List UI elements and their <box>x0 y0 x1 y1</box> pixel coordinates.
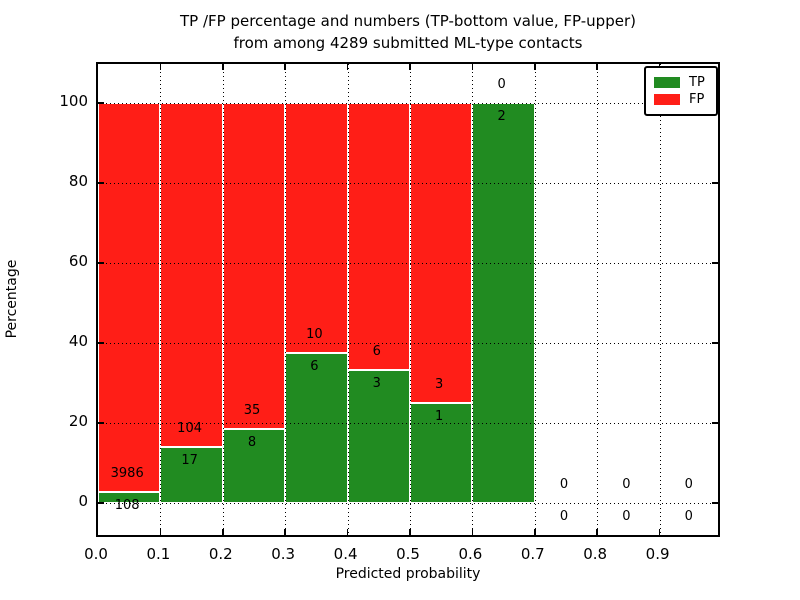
v-gridline <box>659 64 661 539</box>
v-gridline <box>347 64 349 539</box>
bar-tp-segment <box>410 403 473 503</box>
legend-item-tp: TP <box>654 74 708 91</box>
bar-fp-segment <box>347 103 410 370</box>
x-tick-bottom <box>658 529 661 535</box>
bar-tp-segment <box>472 103 535 503</box>
y-tick-right <box>712 502 718 504</box>
bar-fp-segment <box>285 103 348 353</box>
x-tick-label: 0.0 <box>84 545 108 563</box>
x-tick-bottom <box>346 529 349 535</box>
y-axis-label: Percentage <box>4 259 20 339</box>
legend: TP FP <box>644 66 718 116</box>
y-tick-label: 100 <box>59 92 88 110</box>
chart-title-line2: from among 4289 submitted ML-type contac… <box>233 34 583 52</box>
tp-count-label: 0 <box>684 509 693 524</box>
tp-count-label: 1 <box>435 409 444 424</box>
v-gridline <box>222 64 224 539</box>
v-gridline <box>534 64 536 539</box>
y-tick-left <box>98 102 104 104</box>
fp-swatch-icon <box>654 94 680 105</box>
x-tick-top <box>471 64 474 70</box>
x-tick-label: 0.6 <box>458 545 483 563</box>
x-tick-label: 0.9 <box>645 545 670 563</box>
y-tick-right <box>712 262 718 264</box>
fp-count-label: 10 <box>306 327 323 342</box>
y-tick-label: 80 <box>68 172 88 190</box>
tp-count-label: 0 <box>559 509 569 524</box>
tp-count-label: 17 <box>181 452 198 468</box>
tp-count-label: 8 <box>247 434 257 450</box>
x-tick-label: 0.8 <box>583 545 608 563</box>
x-tick-top <box>159 64 162 70</box>
y-tick-left <box>98 502 104 504</box>
y-tick-right <box>712 422 718 424</box>
v-gridline <box>160 64 162 539</box>
chart-title: TP /FP percentage and numbers (TP-bottom… <box>96 10 720 54</box>
fp-count-label: 0 <box>559 477 569 492</box>
x-tick-bottom <box>222 529 224 535</box>
fp-count-label: 0 <box>684 477 693 492</box>
x-tick-label: 0.7 <box>520 545 545 563</box>
bar-tp-segment <box>160 446 223 503</box>
fp-count-label: 3986 <box>110 466 144 482</box>
x-tick-bottom <box>596 529 598 535</box>
x-tick-top <box>596 64 598 70</box>
x-tick-bottom <box>159 529 162 535</box>
x-tick-top <box>534 64 536 70</box>
tp-count-label: 6 <box>310 359 319 374</box>
x-tick-top <box>284 64 286 70</box>
chart-title-line1: TP /FP percentage and numbers (TP-bottom… <box>180 12 636 30</box>
y-tick-label: 40 <box>68 332 88 350</box>
legend-label-tp: TP <box>689 75 705 90</box>
fp-count-label: 3 <box>435 377 444 392</box>
bar-fp-segment <box>98 103 161 493</box>
x-tick-label: 0.3 <box>271 545 296 563</box>
v-gridline <box>410 64 411 539</box>
x-axis-label: Predicted probability <box>335 566 481 582</box>
x-tick-bottom <box>534 529 536 535</box>
legend-item-fp: FP <box>654 91 708 108</box>
y-tick-left <box>98 422 104 424</box>
tp-count-label: 108 <box>114 498 140 514</box>
bar-tp-segment <box>285 353 348 503</box>
tp-swatch-icon <box>654 77 680 88</box>
fp-count-label: 0 <box>497 77 506 92</box>
legend-label-fp: FP <box>689 92 705 107</box>
fp-count-label: 6 <box>372 343 381 359</box>
y-tick-left <box>98 182 104 184</box>
x-tick-label: 0.2 <box>208 545 233 563</box>
plot-area <box>96 62 722 539</box>
v-gridline <box>472 64 474 539</box>
y-tick-right <box>712 342 718 344</box>
x-tick-top <box>409 64 411 70</box>
x-tick-bottom <box>284 529 286 535</box>
x-tick-top <box>222 64 224 70</box>
x-tick-label: 0.4 <box>333 545 358 563</box>
tp-count-label: 2 <box>497 109 506 124</box>
y-tick-left <box>98 342 104 344</box>
fp-count-label: 0 <box>622 477 631 492</box>
bar-fp-segment <box>222 103 286 429</box>
bar-fp-segment <box>410 103 473 403</box>
v-gridline <box>285 64 287 539</box>
tp-count-label: 0 <box>622 509 631 524</box>
bar-fp-segment <box>160 103 223 447</box>
x-tick-bottom <box>409 529 411 535</box>
x-tick-label: 0.5 <box>396 545 420 563</box>
fp-count-label: 104 <box>177 420 202 436</box>
bar-tp-segment <box>98 492 161 503</box>
x-tick-bottom <box>471 529 474 535</box>
tp-count-label: 3 <box>372 375 381 391</box>
v-gridline <box>597 64 599 539</box>
y-tick-label: 0 <box>78 492 88 510</box>
fp-count-label: 35 <box>243 402 261 418</box>
y-tick-right <box>712 182 718 184</box>
x-tick-label: 0.1 <box>146 545 171 563</box>
y-tick-label: 60 <box>68 252 88 270</box>
y-tick-label: 20 <box>68 412 88 430</box>
x-tick-top <box>346 64 349 70</box>
bar-tp-segment <box>347 369 410 503</box>
y-tick-left <box>98 262 104 264</box>
